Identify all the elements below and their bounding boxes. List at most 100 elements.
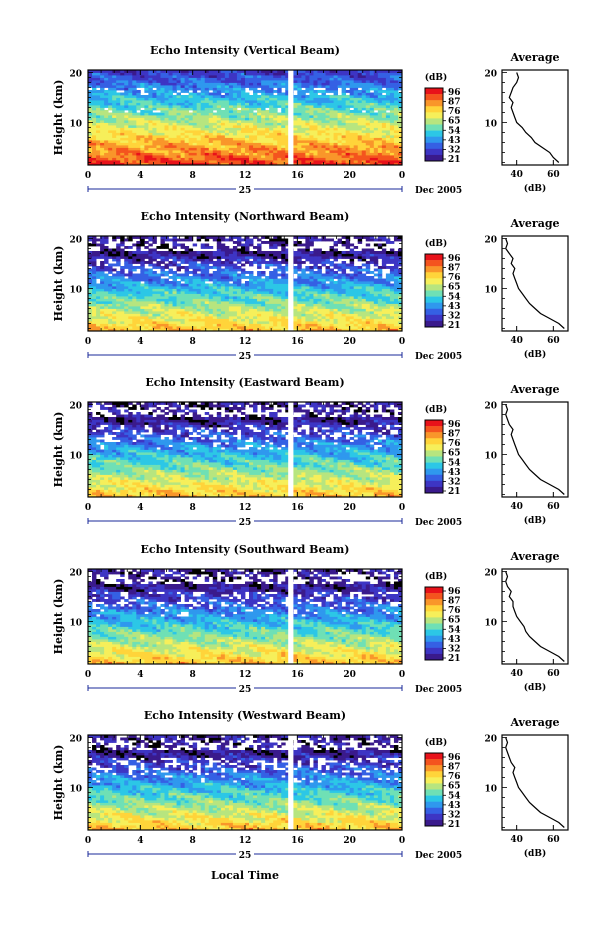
heatmap-cell	[128, 288, 133, 292]
heatmap-cell	[228, 283, 234, 287]
heatmap-cell	[220, 291, 226, 294]
heatmap-cell	[224, 155, 230, 158]
heatmap-cell	[385, 147, 391, 151]
heatmap-cell	[353, 142, 359, 146]
heatmap-cell	[305, 80, 310, 83]
heatmap-cell	[369, 107, 375, 111]
heatmap-cell	[273, 120, 278, 123]
heatmap-cell	[369, 326, 375, 329]
heatmap-cell	[192, 263, 198, 267]
heatmap-cell	[321, 326, 326, 329]
heatmap-cell	[228, 75, 234, 78]
heatmap-cell	[232, 145, 238, 148]
heatmap-cell	[216, 276, 222, 279]
heatmap-cell	[369, 127, 375, 131]
heatmap-cell	[317, 82, 322, 86]
heatmap-cell	[108, 137, 113, 141]
heatmap-cell	[124, 160, 129, 163]
heatmap-cell	[116, 321, 121, 324]
heatmap-cell	[277, 97, 282, 101]
heatmap-cell	[108, 95, 113, 98]
heatmap-cell	[184, 271, 190, 274]
colorbar-segment	[425, 148, 443, 156]
heatmap-cell	[148, 117, 153, 121]
heatmap-cell	[116, 160, 121, 163]
heatmap-cell	[329, 70, 334, 73]
heatmap-cell	[240, 127, 246, 131]
heatmap-cell	[397, 145, 402, 148]
heatmap-cell	[156, 313, 161, 317]
heatmap-cell	[124, 291, 129, 294]
heatmap-cell	[293, 286, 298, 289]
heatmap-cell	[261, 107, 266, 111]
heatmap-cell	[365, 293, 371, 297]
heatmap-cell	[377, 125, 383, 128]
heatmap-cell	[152, 271, 157, 274]
heatmap-cell	[253, 150, 258, 153]
heatmap-cell	[96, 85, 101, 88]
heatmap-cell	[172, 135, 177, 138]
heatmap-cell	[236, 157, 242, 161]
heatmap-cell	[216, 286, 222, 289]
heatmap-cell	[321, 80, 326, 83]
heatmap-cell	[373, 80, 379, 83]
heatmap-cell	[245, 132, 250, 136]
heatmap-cell	[132, 286, 137, 289]
heatmap-cell	[365, 278, 371, 282]
heatmap-cell	[309, 137, 314, 141]
data-gap	[288, 70, 294, 165]
heatmap-cell	[249, 147, 254, 151]
heatmap-cell	[144, 313, 149, 317]
heatmap-cell	[317, 273, 322, 277]
heatmap-cell	[385, 303, 391, 307]
heatmap-cell	[357, 152, 363, 156]
heatmap-cell	[361, 326, 367, 329]
heatmap-cell	[309, 321, 314, 324]
heatmap-cell	[212, 155, 218, 158]
heatmap-cell	[124, 105, 129, 108]
heatmap-cell	[176, 326, 181, 329]
heatmap-cell	[317, 102, 322, 106]
heatmap-cell	[196, 162, 202, 165]
heatmap-cell	[212, 313, 218, 317]
heatmap-cell	[180, 145, 186, 148]
heatmap-cell	[192, 155, 198, 158]
heatmap-cell	[200, 100, 206, 103]
heatmap-cell	[381, 311, 387, 314]
heatmap-cell	[329, 298, 334, 302]
heatmap-cell	[92, 95, 97, 98]
heatmap-cell	[172, 281, 177, 284]
heatmap-cell	[361, 142, 367, 146]
heatmap-cell	[160, 160, 165, 163]
heatmap-cell	[341, 276, 347, 279]
heatmap-cell	[176, 110, 181, 113]
heatmap-cell	[224, 85, 230, 88]
heatmap-cell	[96, 95, 101, 98]
heatmap-cell	[285, 311, 290, 314]
heatmap-cell	[389, 155, 395, 158]
heatmap-cell	[389, 303, 395, 307]
panel-title: Echo Intensity (Northward Beam)	[141, 210, 350, 223]
heatmap-cell	[188, 283, 194, 287]
heatmap-cell	[240, 303, 246, 307]
heatmap-cell	[176, 283, 181, 287]
heatmap-cell	[281, 85, 286, 88]
heatmap-cell	[245, 316, 250, 319]
heatmap-cell	[224, 132, 230, 136]
heatmap-cell	[100, 77, 105, 81]
heatmap-cell	[385, 160, 391, 163]
heatmap-cell	[224, 147, 230, 151]
heatmap-cell	[357, 140, 363, 143]
heatmap-cell	[269, 150, 274, 153]
heatmap-cell	[196, 155, 202, 158]
heatmap-cell	[88, 130, 93, 133]
heatmap-cell	[265, 281, 270, 284]
heatmap-cell	[144, 142, 149, 146]
heatmap-cell	[349, 117, 355, 121]
heatmap-cell	[112, 273, 117, 277]
heatmap-cell	[116, 77, 121, 81]
heatmap-cell	[281, 301, 286, 304]
heatmap-cell	[281, 107, 286, 111]
heatmap-cell	[192, 110, 198, 113]
heatmap-cell	[385, 137, 391, 141]
